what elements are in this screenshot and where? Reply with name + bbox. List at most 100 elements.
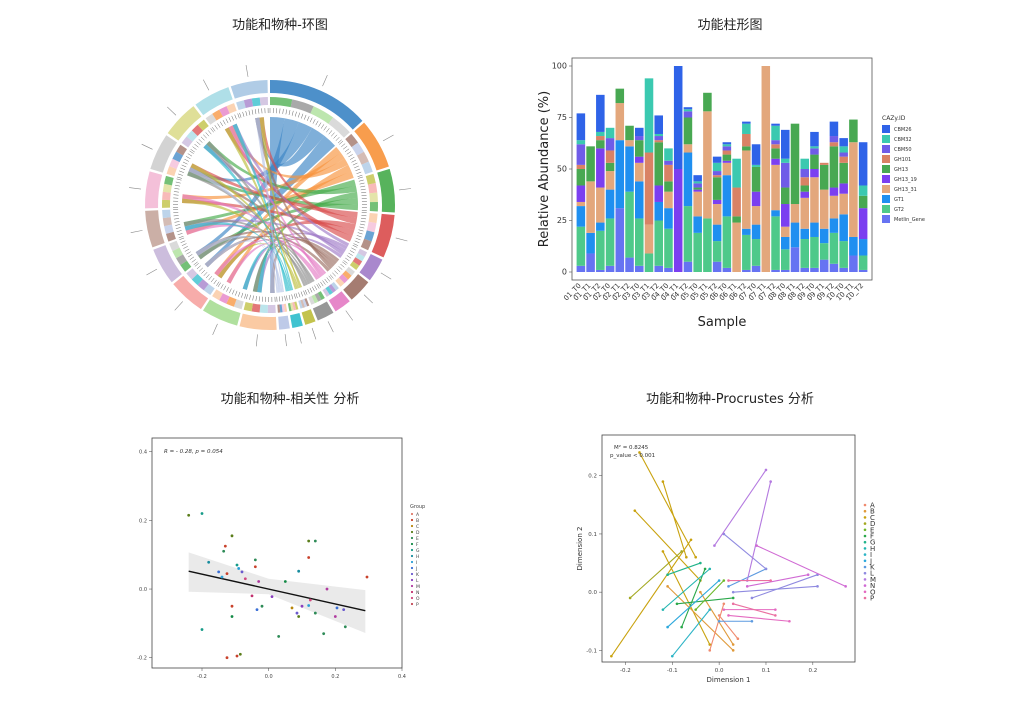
chord-inner-segment bbox=[328, 284, 336, 293]
chord-tick bbox=[334, 270, 339, 275]
chord-ribbon bbox=[259, 117, 358, 225]
procrustes-point bbox=[764, 567, 768, 571]
chord-inner-segment bbox=[162, 217, 172, 227]
chord-ribbon bbox=[259, 117, 301, 289]
x-axis-label: Sample bbox=[698, 315, 747, 330]
y-tick-label: 0.1 bbox=[588, 532, 597, 538]
chord-inner-segment bbox=[162, 209, 171, 219]
bar-segment bbox=[693, 175, 702, 182]
legend-swatch bbox=[882, 165, 890, 173]
bar-segment bbox=[615, 103, 625, 141]
chord-tick bbox=[361, 195, 367, 197]
chord-tick bbox=[186, 251, 191, 255]
bar-segment bbox=[732, 222, 741, 272]
legend-label: CBM26 bbox=[894, 127, 912, 133]
bar-segment bbox=[790, 123, 800, 205]
scatter-point bbox=[308, 598, 312, 602]
chord-inner-segment bbox=[176, 144, 188, 156]
chord-ribbon bbox=[187, 171, 358, 211]
chord-label-leader bbox=[399, 188, 412, 191]
chord-tick bbox=[346, 151, 352, 155]
bar-segment bbox=[771, 164, 780, 211]
chord-ribbon bbox=[255, 117, 280, 293]
bar-segment bbox=[751, 206, 761, 225]
chord-inner-segment bbox=[302, 298, 308, 308]
chord-tick bbox=[237, 113, 240, 119]
scatter-point bbox=[253, 565, 257, 569]
y-tick-label: 25 bbox=[557, 216, 567, 225]
chord-ribbon bbox=[228, 125, 323, 278]
chord-tick bbox=[343, 260, 348, 264]
chord-inner-segment bbox=[162, 199, 171, 208]
chord-inner-segment bbox=[351, 142, 364, 156]
procrustes-point bbox=[666, 625, 669, 629]
procrustes-point bbox=[731, 649, 735, 652]
chord-tick bbox=[222, 120, 226, 125]
procrustes-point bbox=[750, 619, 754, 623]
chord-tick bbox=[203, 272, 208, 277]
chord-tick bbox=[323, 126, 327, 131]
chord-tick bbox=[279, 108, 281, 114]
chord-tick bbox=[328, 130, 333, 135]
chord-tick bbox=[343, 146, 348, 150]
scatter-point bbox=[200, 512, 204, 515]
legend-marker bbox=[410, 572, 414, 576]
procrustes-segment bbox=[746, 481, 772, 581]
bar-segment bbox=[625, 191, 634, 258]
legend-title: CAZy.ID bbox=[882, 115, 906, 122]
bar-segment bbox=[790, 204, 800, 223]
bar-segment bbox=[819, 259, 829, 272]
bar-segment bbox=[586, 232, 595, 254]
scatter-point bbox=[235, 563, 239, 567]
chord-tick bbox=[254, 109, 257, 115]
chord-inner-segment bbox=[279, 304, 283, 313]
procrustes-segment bbox=[662, 551, 711, 645]
bar-segment bbox=[712, 261, 722, 272]
chord-inner-segment bbox=[172, 247, 184, 259]
chord-label-leader bbox=[129, 187, 142, 190]
chord-ribbon bbox=[217, 243, 300, 289]
procrustes-segment bbox=[728, 568, 767, 587]
legend-marker bbox=[863, 503, 867, 507]
bar-segment bbox=[693, 191, 702, 217]
bar-segment bbox=[722, 267, 732, 272]
legend-swatch bbox=[882, 155, 890, 163]
bar-segment bbox=[605, 218, 615, 266]
bar-segment bbox=[712, 177, 722, 200]
scatter-point bbox=[243, 577, 247, 581]
bar-segment bbox=[635, 136, 644, 141]
bar-segment bbox=[742, 150, 751, 229]
procrustes-point bbox=[717, 614, 721, 617]
chord-tick bbox=[178, 173, 183, 176]
bar-segment bbox=[751, 164, 761, 167]
procrustes-segment bbox=[728, 614, 790, 622]
chord-tick bbox=[238, 291, 241, 297]
stat-annotation-m2: M² = 0.8245 bbox=[614, 444, 649, 451]
chord-tick bbox=[173, 215, 179, 217]
bar-segment bbox=[722, 142, 732, 145]
chord-label-leader bbox=[382, 134, 394, 142]
legend-swatch bbox=[882, 195, 890, 203]
bar-segment bbox=[693, 216, 702, 233]
bar-segment bbox=[829, 232, 839, 264]
chord-tick bbox=[318, 122, 322, 127]
chord-tick bbox=[177, 233, 183, 236]
chord-tick bbox=[358, 176, 363, 179]
chord-label-leader bbox=[322, 74, 328, 87]
chord-tick bbox=[249, 294, 251, 300]
legend-label: A bbox=[870, 502, 875, 510]
chord-outer-sector bbox=[150, 135, 178, 173]
bar-segment bbox=[849, 255, 858, 272]
chord-tick bbox=[344, 148, 350, 152]
chord-tick bbox=[216, 281, 220, 286]
bar-segment bbox=[829, 146, 839, 188]
procrustes-segment bbox=[747, 574, 809, 587]
chord-tick bbox=[252, 295, 254, 301]
stat-annotation-p: p_value < 0.001 bbox=[610, 453, 655, 459]
chord-tick bbox=[291, 110, 294, 116]
bar-segment bbox=[751, 191, 761, 207]
bar-segment bbox=[800, 228, 809, 240]
procrustes-point bbox=[722, 579, 726, 582]
legend-marker bbox=[863, 522, 867, 525]
scatter-point bbox=[255, 608, 259, 612]
